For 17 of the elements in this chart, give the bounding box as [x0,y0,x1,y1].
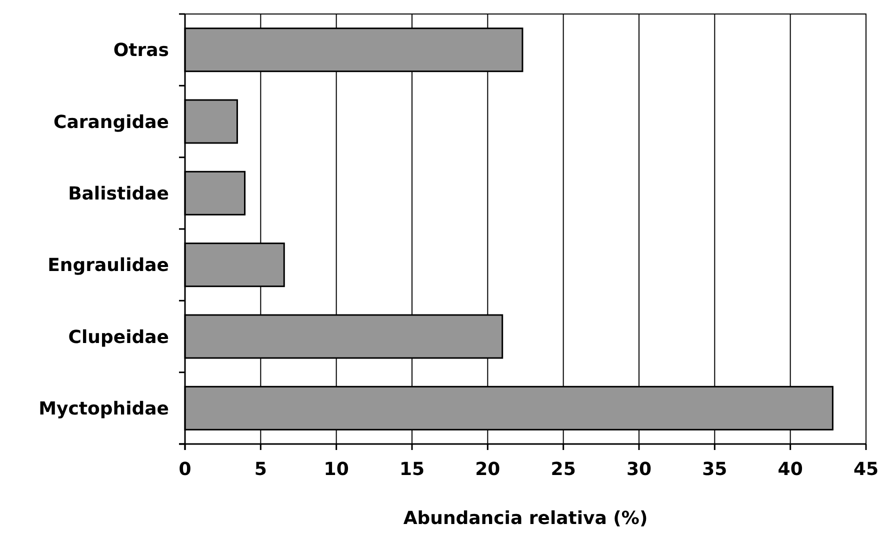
x-tick-label: 0 [178,459,192,480]
y-tick-label: Otras [113,40,169,62]
x-tick-label: 10 [324,459,349,480]
x-tick-label: 15 [399,459,425,480]
x-tick-label: 45 [853,459,879,480]
x-tick-label: 30 [626,459,652,480]
x-tick-label: 35 [702,459,728,480]
x-tick-label: 25 [550,459,576,480]
y-tick-label: Carangidae [54,112,169,133]
x-tick-label: 20 [475,459,500,480]
x-tick-label: 5 [254,459,267,480]
x-axis-title: Abundancia relativa (%) [403,508,648,529]
y-tick-label: Engraulidae [48,255,169,276]
y-tick-label: Myctophidae [38,398,169,420]
x-tick-label: 40 [778,459,803,480]
y-tick-label: Clupeidae [68,326,169,348]
y-tick-label: Balistidae [68,183,169,204]
